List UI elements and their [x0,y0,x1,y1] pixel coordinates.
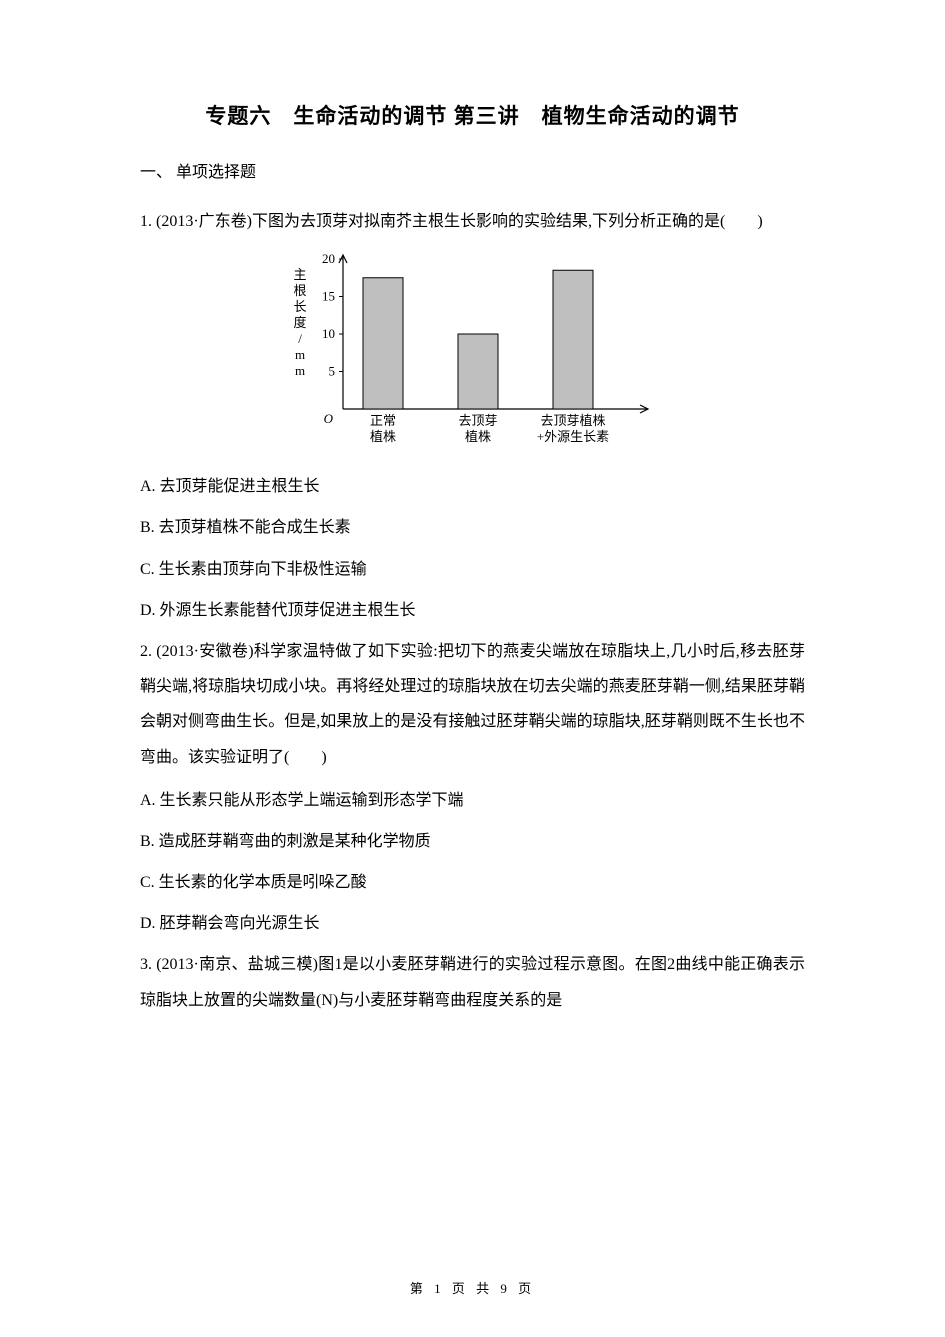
svg-text:/: / [298,331,302,346]
q2-option-d: D. 胚芽鞘会弯向光源生长 [140,906,805,941]
footer-prefix: 第 [410,1281,427,1296]
svg-text:植株: 植株 [369,429,395,444]
svg-text:+外源生长素: +外源生长素 [536,429,608,444]
section-heading: 一、 单项选择题 [140,158,805,182]
page-title: 专题六 生命活动的调节 第三讲 植物生命活动的调节 [140,100,805,130]
svg-text:去顶芽: 去顶芽 [458,413,497,428]
svg-text:10: 10 [322,326,335,341]
svg-text:5: 5 [328,364,335,379]
svg-text:15: 15 [322,289,335,304]
footer-suffix: 页 [518,1281,535,1296]
svg-text:度: 度 [293,315,306,330]
q2-option-c: C. 生长素的化学本质是吲哚乙酸 [140,865,805,900]
q3-stem: 3. (2013·南京、盐城三模)图1是以小麦胚芽鞘进行的实验过程示意图。在图2… [140,947,805,1017]
q1-option-d: D. 外源生长素能替代顶芽促进主根生长 [140,593,805,628]
q2-option-b: B. 造成胚芽鞘弯曲的刺激是某种化学物质 [140,824,805,859]
footer-current-page: 1 [434,1281,445,1296]
svg-text:根: 根 [293,283,306,298]
q2-stem: 2. (2013·安徽卷)科学家温特做了如下实验:把切下的燕麦尖端放在琼脂块上,… [140,634,805,775]
q1-option-c: C. 生长素由顶芽向下非极性运输 [140,552,805,587]
svg-text:20: 20 [322,251,335,266]
svg-text:长: 长 [293,299,306,314]
q1-bar-chart: 5101520O主根长度/mm正常植株去顶芽植株去顶芽植株+外源生长素 [288,249,658,451]
page: 专题六 生命活动的调节 第三讲 植物生命活动的调节 一、 单项选择题 1. (2… [0,0,945,1337]
svg-text:m: m [294,363,304,378]
svg-text:m: m [294,347,304,362]
svg-text:去顶芽植株: 去顶芽植株 [540,413,605,428]
q1-option-b: B. 去顶芽植株不能合成生长素 [140,510,805,545]
q1-chart-container: 5101520O主根长度/mm正常植株去顶芽植株去顶芽植株+外源生长素 [140,249,805,451]
q2-option-a: A. 生长素只能从形态学上端运输到形态学下端 [140,783,805,818]
q1-option-a: A. 去顶芽能促进主根生长 [140,469,805,504]
svg-text:O: O [323,411,333,426]
q1-stem: 1. (2013·广东卷)下图为去顶芽对拟南芥主根生长影响的实验结果,下列分析正… [140,204,805,239]
svg-text:正常: 正常 [369,413,395,428]
svg-text:主: 主 [293,267,306,282]
page-footer: 第 1 页 共 9 页 [0,1278,945,1297]
svg-text:植株: 植株 [464,429,490,444]
footer-mid: 页 共 [452,1281,493,1296]
footer-total-pages: 9 [500,1281,511,1296]
